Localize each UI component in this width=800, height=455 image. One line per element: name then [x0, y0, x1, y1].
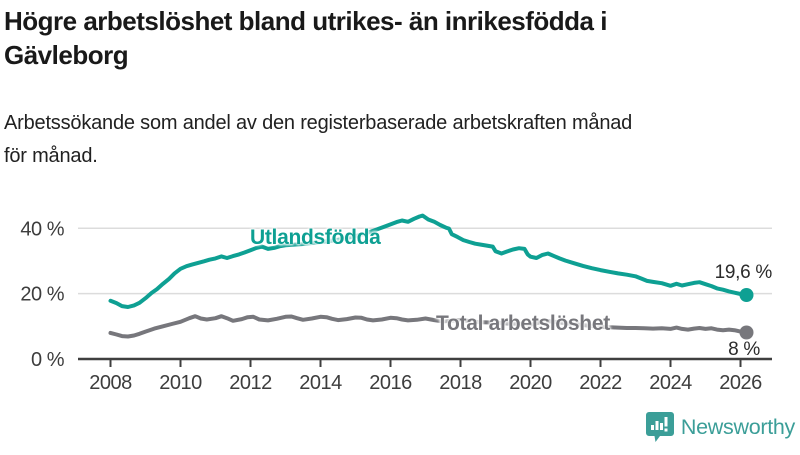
x-axis-tick-label: 2018: [439, 372, 482, 394]
series-label-utlandsfodda: Utlandsfödda: [250, 226, 381, 249]
x-axis-tick-label: 2014: [299, 372, 342, 394]
y-axis-tick-label: 0 %: [31, 349, 65, 371]
chart-subtitle: Arbetssökande som andel av den registerb…: [4, 107, 796, 173]
newsworthy-bar-chart-icon: [645, 412, 674, 442]
end-value-label-total: 8 %: [728, 339, 760, 360]
y-axis-tick-label: 40 %: [20, 218, 64, 240]
newsworthy-logo: Newsworthy: [645, 412, 795, 443]
x-axis-tick-label: 2022: [579, 372, 622, 394]
chart-subtitle-line2: för månad.: [4, 145, 98, 167]
series-end-dot: [739, 325, 754, 340]
x-axis-tick-label: 2016: [369, 372, 412, 394]
series-line-utlandsf-dda: [108, 213, 749, 309]
end-value-label-utlandsfodda: 19,6 %: [714, 262, 773, 283]
x-axis-tick-label: 2020: [509, 372, 552, 394]
series-label-total-arbetsloshet: Total arbetslöshet: [436, 312, 610, 335]
x-axis-tick-label: 2012: [229, 372, 272, 394]
x-axis-tick-label: 2008: [89, 372, 132, 394]
x-axis-tick-label: 2024: [649, 372, 692, 394]
page-title-line2: Gävleborg: [4, 40, 129, 70]
page-title: Högre arbetslöshet bland utrikes- än inr…: [4, 4, 796, 72]
series-end-dot: [739, 288, 754, 302]
page-title-line1: Högre arbetslöshet bland utrikes- än inr…: [4, 6, 607, 36]
series-line-total-arbetsl-shet: [108, 314, 749, 339]
x-axis-tick-label: 2026: [719, 372, 762, 394]
x-axis-tick-label: 2010: [159, 372, 202, 394]
y-axis-tick-label: 20 %: [20, 284, 64, 306]
newsworthy-logo-text: Newsworthy: [680, 415, 795, 439]
chart-subtitle-line1: Arbetssökande som andel av den registerb…: [4, 112, 633, 134]
